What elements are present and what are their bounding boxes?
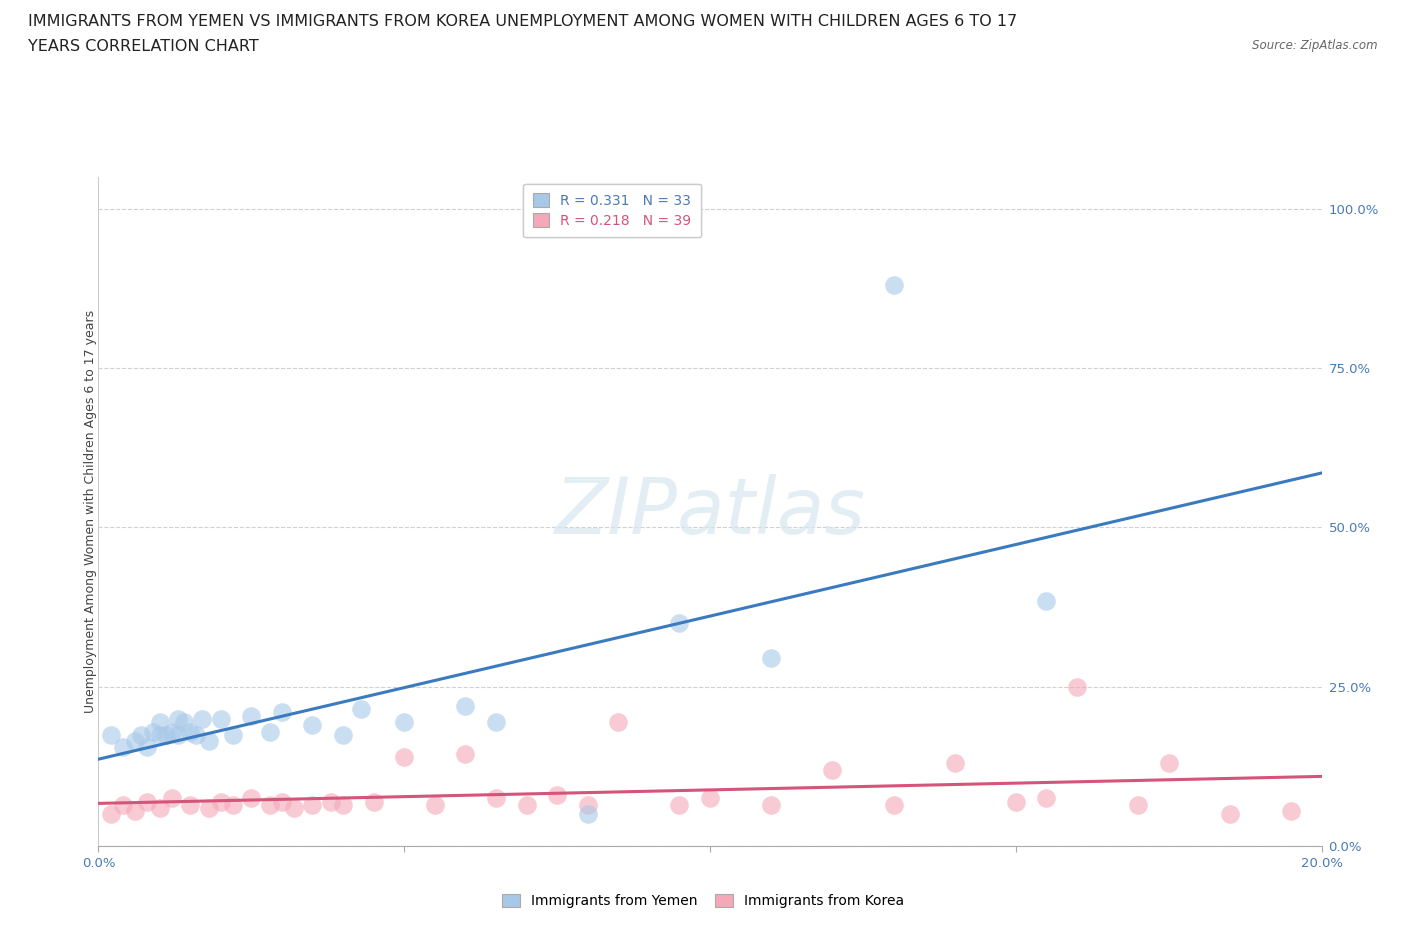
Text: Source: ZipAtlas.com: Source: ZipAtlas.com	[1253, 39, 1378, 52]
Point	[124, 804, 146, 818]
Point	[301, 797, 323, 812]
Point	[1219, 807, 1241, 822]
Point	[136, 740, 159, 755]
Point	[149, 727, 172, 742]
Point	[319, 794, 342, 809]
Legend: Immigrants from Yemen, Immigrants from Korea: Immigrants from Yemen, Immigrants from K…	[496, 888, 910, 914]
Point	[332, 797, 354, 812]
Point	[209, 711, 232, 726]
Point	[270, 794, 292, 809]
Point	[485, 791, 508, 806]
Point	[423, 797, 446, 812]
Point	[363, 794, 385, 809]
Point	[155, 727, 177, 742]
Point	[167, 711, 190, 726]
Point	[699, 791, 721, 806]
Point	[222, 797, 245, 812]
Point	[576, 807, 599, 822]
Point	[1004, 794, 1026, 809]
Point	[186, 727, 208, 742]
Point	[1279, 804, 1302, 818]
Point	[197, 801, 219, 816]
Point	[546, 788, 568, 803]
Text: ZIPatlas: ZIPatlas	[554, 473, 866, 550]
Point	[149, 714, 172, 729]
Point	[1035, 593, 1057, 608]
Point	[149, 801, 172, 816]
Point	[167, 727, 190, 742]
Point	[160, 724, 183, 739]
Point	[668, 797, 690, 812]
Text: YEARS CORRELATION CHART: YEARS CORRELATION CHART	[28, 39, 259, 54]
Point	[240, 708, 263, 723]
Point	[668, 616, 690, 631]
Point	[759, 651, 782, 666]
Point	[270, 705, 292, 720]
Legend: R = 0.331   N = 33, R = 0.218   N = 39: R = 0.331 N = 33, R = 0.218 N = 39	[523, 183, 702, 237]
Point	[392, 750, 416, 764]
Point	[129, 727, 152, 742]
Point	[1035, 791, 1057, 806]
Point	[173, 714, 195, 729]
Point	[100, 727, 122, 742]
Point	[607, 714, 630, 729]
Point	[350, 702, 373, 717]
Point	[179, 724, 201, 739]
Text: IMMIGRANTS FROM YEMEN VS IMMIGRANTS FROM KOREA UNEMPLOYMENT AMONG WOMEN WITH CHI: IMMIGRANTS FROM YEMEN VS IMMIGRANTS FROM…	[28, 14, 1018, 29]
Point	[222, 727, 245, 742]
Point	[1066, 680, 1088, 695]
Point	[124, 734, 146, 749]
Point	[136, 794, 159, 809]
Point	[332, 727, 354, 742]
Point	[179, 797, 201, 812]
Point	[759, 797, 782, 812]
Point	[1157, 756, 1180, 771]
Point	[883, 797, 905, 812]
Point	[883, 278, 905, 293]
Point	[191, 711, 214, 726]
Point	[516, 797, 538, 812]
Point	[160, 791, 183, 806]
Point	[197, 734, 219, 749]
Point	[111, 740, 134, 755]
Point	[283, 801, 305, 816]
Point	[209, 794, 232, 809]
Point	[821, 763, 844, 777]
Point	[943, 756, 966, 771]
Point	[259, 797, 281, 812]
Point	[454, 747, 477, 762]
Point	[301, 718, 323, 733]
Point	[240, 791, 263, 806]
Point	[111, 797, 134, 812]
Point	[576, 797, 599, 812]
Point	[392, 714, 416, 729]
Point	[100, 807, 122, 822]
Point	[454, 698, 477, 713]
Point	[259, 724, 281, 739]
Point	[485, 714, 508, 729]
Point	[1128, 797, 1150, 812]
Y-axis label: Unemployment Among Women with Children Ages 6 to 17 years: Unemployment Among Women with Children A…	[83, 310, 97, 713]
Point	[142, 724, 165, 739]
